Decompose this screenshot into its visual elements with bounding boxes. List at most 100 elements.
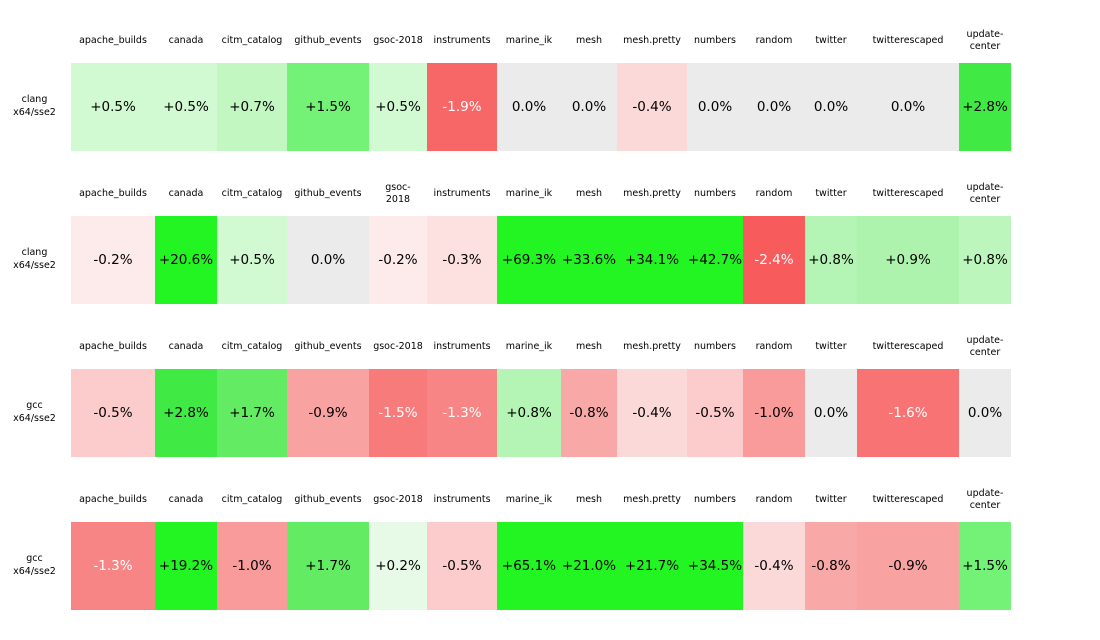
column-header: update- center: [966, 487, 1004, 511]
column-header: github_events: [294, 340, 362, 352]
row-label: clang x64/sse2: [13, 94, 56, 118]
column-header: twitter: [815, 34, 847, 46]
heatmap-cell: 0.0%: [959, 369, 1011, 457]
column-header-row: apache_builds canada citm_catalog github_ev…: [0, 19, 1100, 63]
column-header: mesh.pretty: [623, 34, 681, 46]
column-header: marine_ik: [505, 493, 553, 505]
column-header: update- center: [966, 334, 1004, 358]
column-header: apache_builds: [79, 340, 147, 352]
column-header: instruments: [433, 340, 491, 352]
row-label: gcc x64/sse2: [13, 553, 56, 577]
row-label-column: clang x64/sse2: [0, 216, 71, 304]
column-header: twitterescaped: [872, 34, 944, 46]
column-header: twitter: [815, 187, 847, 199]
column-header: citm_catalog: [221, 187, 283, 199]
heatmap-cell: -1.6%: [857, 369, 959, 457]
row-label: clang x64/sse2: [13, 247, 56, 271]
heatmap-cell: +0.8%: [959, 216, 1011, 304]
heatmap-cell: -0.4%: [617, 63, 687, 151]
column-header: update- center: [966, 181, 1004, 205]
heatmap-cell: +0.5%: [369, 63, 427, 151]
column-header: gsoc-2018: [373, 493, 423, 505]
column-header: random: [755, 340, 793, 352]
heatmap-cell: -0.9%: [287, 369, 369, 457]
heatmap-cell-row: gcc x64/sse2 -1.3% +19.2% -1.0% +1.7% +0.2% -0…: [0, 522, 1100, 610]
column-header: mesh.pretty: [623, 493, 681, 505]
column-header: apache_builds: [79, 34, 147, 46]
column-header: mesh: [575, 340, 603, 352]
column-header: marine_ik: [505, 34, 553, 46]
column-header: random: [755, 493, 793, 505]
column-header: github_events: [294, 187, 362, 199]
heatmap-cell: +33.6%: [561, 216, 617, 304]
heatmap-cell: +69.3%: [497, 216, 561, 304]
column-header: twitter: [815, 493, 847, 505]
column-header: instruments: [433, 187, 491, 199]
heatmap-cell: -0.8%: [805, 522, 857, 610]
heatmap-cell: 0.0%: [805, 63, 857, 151]
column-header: numbers: [693, 34, 737, 46]
column-header: canada: [168, 340, 204, 352]
heatmap-cell: -0.5%: [427, 522, 497, 610]
heatmap-cell: -1.3%: [427, 369, 497, 457]
heatmap-cell: +2.8%: [155, 369, 217, 457]
heatmap-cell: +21.0%: [561, 522, 617, 610]
heatmap-cell: +1.7%: [287, 522, 369, 610]
heatmap-cell-row: gcc x64/sse2 -0.5% +2.8% +1.7% -0.9% -1.5% -1.…: [0, 369, 1100, 457]
heatmap-cell: 0.0%: [857, 63, 959, 151]
heatmap-cell: +0.8%: [497, 369, 561, 457]
heatmap-cell: +20.6%: [155, 216, 217, 304]
heatmap-cell: 0.0%: [287, 216, 369, 304]
heatmap-cell: +65.1%: [497, 522, 561, 610]
column-header: gsoc-2018: [373, 34, 423, 46]
heatmap-cell-row: clang x64/sse2 +0.5% +0.5% +0.7% +1.5% +0.5% -…: [0, 63, 1100, 151]
heatmap-cell: 0.0%: [743, 63, 805, 151]
heatmap-cell: +1.5%: [287, 63, 369, 151]
column-header: apache_builds: [79, 493, 147, 505]
column-header: github_events: [294, 493, 362, 505]
heatmap-cell: -0.9%: [857, 522, 959, 610]
column-header: marine_ik: [505, 187, 553, 199]
heatmap-cell: +0.2%: [369, 522, 427, 610]
row-label-column: clang x64/sse2: [0, 63, 71, 151]
heatmap-cell: +0.5%: [71, 63, 155, 151]
column-header: canada: [168, 187, 204, 199]
heatmap-strip: apache_builds canada citm_catalog github_ev…: [0, 325, 1100, 457]
heatmap-cell: +34.1%: [617, 216, 687, 304]
heatmap-cell: -0.4%: [617, 369, 687, 457]
column-header: apache_builds: [79, 187, 147, 199]
heatmap-cell: -0.2%: [71, 216, 155, 304]
heatmap-cell: +0.5%: [217, 216, 287, 304]
heatmap-cell: +0.5%: [155, 63, 217, 151]
column-header: canada: [168, 493, 204, 505]
heatmap-cell: +0.9%: [857, 216, 959, 304]
heatmap-cell: -0.8%: [561, 369, 617, 457]
column-header: numbers: [693, 493, 737, 505]
heatmap-cell: +1.7%: [217, 369, 287, 457]
column-header: github_events: [294, 34, 362, 46]
heatmap-cell: 0.0%: [561, 63, 617, 151]
column-header: mesh: [575, 493, 603, 505]
row-label-column: gcc x64/sse2: [0, 522, 71, 610]
column-header: twitter: [815, 340, 847, 352]
heatmap-cell: -2.4%: [743, 216, 805, 304]
column-header: random: [755, 187, 793, 199]
heatmap-cell: -1.5%: [369, 369, 427, 457]
heatmap-cell: +42.7%: [687, 216, 743, 304]
column-header: mesh: [575, 34, 603, 46]
heatmap-cell: 0.0%: [497, 63, 561, 151]
column-header-row: apache_builds canada citm_catalog github_ev…: [0, 325, 1100, 369]
heatmap-cell: +0.7%: [217, 63, 287, 151]
heatmap-cell: -0.5%: [71, 369, 155, 457]
column-header: twitterescaped: [872, 187, 944, 199]
column-header: numbers: [693, 187, 737, 199]
heatmap-cell: -0.3%: [427, 216, 497, 304]
heatmap-cell: -0.2%: [369, 216, 427, 304]
column-header: mesh.pretty: [623, 340, 681, 352]
column-header: random: [755, 34, 793, 46]
column-header: mesh: [575, 187, 603, 199]
column-header: gsoc-2018: [373, 340, 423, 352]
column-header: instruments: [433, 34, 491, 46]
column-header: citm_catalog: [221, 493, 283, 505]
heatmap-cell: -0.4%: [743, 522, 805, 610]
